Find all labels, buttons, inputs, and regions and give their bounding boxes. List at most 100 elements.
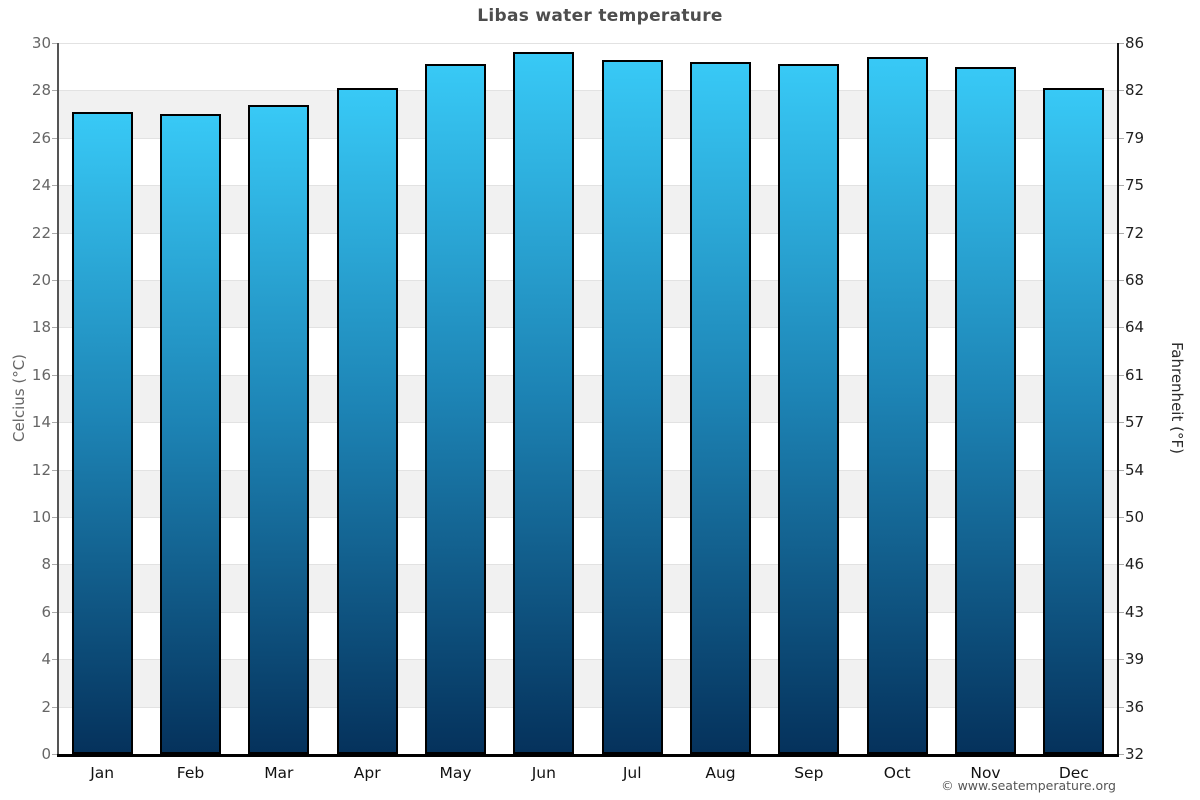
- right-axis-tick: [1119, 43, 1124, 44]
- celsius-tick-label: 10: [31, 508, 51, 526]
- bar-sep: [778, 64, 840, 754]
- plot-band: [58, 185, 1118, 233]
- fahrenheit-tick-label: 72: [1125, 223, 1145, 242]
- bar-nov: [955, 66, 1016, 754]
- left-axis-tick: [52, 185, 57, 186]
- right-axis-tick: [1119, 233, 1124, 234]
- celsius-tick-label: 16: [31, 365, 51, 384]
- gridline: [58, 470, 1118, 471]
- bar-mar: [248, 104, 310, 754]
- x-axis-label-oct: Oct: [883, 764, 911, 782]
- right-axis-tick: [1119, 422, 1124, 423]
- right-axis-tick: [1119, 659, 1124, 660]
- plot-band: [58, 564, 1118, 612]
- right-axis-tick: [1119, 375, 1124, 376]
- gridline: [58, 564, 1118, 565]
- right-axis-tick: [1119, 612, 1124, 613]
- right-axis-tick: [1119, 280, 1124, 281]
- celsius-tick-label: 2: [41, 697, 51, 716]
- x-axis-label-may: May: [439, 764, 472, 782]
- plot-band: [58, 280, 1118, 328]
- gridline: [58, 517, 1118, 518]
- gridline: [58, 138, 1118, 139]
- fahrenheit-tick-label: 43: [1125, 602, 1145, 621]
- left-axis-tick: [52, 138, 57, 139]
- celsius-tick-label: 0: [41, 745, 51, 763]
- left-axis-tick: [52, 43, 57, 44]
- fahrenheit-tick-label: 61: [1125, 365, 1145, 384]
- x-axis-label-mar: Mar: [264, 764, 294, 782]
- fahrenheit-tick-label: 54: [1125, 460, 1145, 479]
- y-axis-line-right: [1117, 43, 1119, 754]
- left-axis-tick: [52, 470, 57, 471]
- fahrenheit-tick-label: 39: [1125, 650, 1145, 669]
- fahrenheit-tick-label: 82: [1125, 81, 1145, 100]
- plot-band: [58, 374, 1118, 423]
- gridline: [58, 43, 1118, 44]
- x-axis-label-sep: Sep: [794, 764, 824, 782]
- gridline: [58, 327, 1118, 328]
- fahrenheit-tick-label: 32: [1125, 745, 1145, 763]
- celsius-tick-label: 30: [31, 34, 51, 52]
- x-axis-label-dec: Dec: [1058, 764, 1089, 782]
- copyright-link[interactable]: © www.seatemperature.org: [941, 778, 1116, 793]
- fahrenheit-tick-label: 57: [1125, 413, 1145, 432]
- x-axis-label-jun: Jun: [531, 764, 556, 782]
- plot-band: [58, 232, 1118, 280]
- left-axis-tick: [52, 517, 57, 518]
- plot-band: [58, 90, 1118, 138]
- fahrenheit-tick-label: 64: [1125, 318, 1145, 337]
- bar-aug: [690, 61, 751, 754]
- right-axis-tick: [1119, 90, 1124, 91]
- gridline: [58, 185, 1118, 186]
- x-axis-line: [57, 754, 1119, 757]
- x-axis-label-nov: Nov: [970, 764, 1001, 782]
- gridline: [58, 659, 1118, 660]
- gridline: [58, 375, 1118, 376]
- left-axis-tick: [52, 754, 57, 755]
- bar-jan: [71, 111, 133, 754]
- x-axis-label-jul: Jul: [622, 764, 642, 782]
- plot-band: [58, 659, 1118, 707]
- celsius-tick-label: 20: [31, 271, 51, 289]
- x-axis-label-aug: Aug: [705, 764, 736, 782]
- plot-area: [58, 43, 1118, 754]
- fahrenheit-tick-label: 86: [1125, 34, 1145, 52]
- bar-apr: [336, 88, 398, 754]
- bar-feb: [160, 114, 221, 754]
- plot-band: [58, 611, 1118, 660]
- left-axis-tick: [52, 612, 57, 613]
- plot-band: [58, 327, 1118, 375]
- y-axis-line-left: [57, 43, 59, 754]
- right-axis-tick: [1119, 185, 1124, 186]
- left-axis-tick: [52, 280, 57, 281]
- right-axis-tick: [1119, 327, 1124, 328]
- fahrenheit-tick-label: 68: [1125, 271, 1145, 289]
- right-axis-title: Fahrenheit (°F): [1168, 342, 1186, 454]
- plot-band: [58, 137, 1118, 186]
- fahrenheit-tick-label: 36: [1125, 697, 1145, 716]
- celsius-tick-label: 12: [31, 460, 51, 479]
- left-axis-tick: [52, 659, 57, 660]
- left-axis-tick: [52, 707, 57, 708]
- bar-dec: [1043, 88, 1105, 754]
- plot-band: [58, 469, 1118, 517]
- fahrenheit-tick-label: 79: [1125, 128, 1145, 147]
- gridline: [58, 280, 1118, 281]
- right-axis-tick: [1119, 470, 1124, 471]
- celsius-tick-label: 26: [31, 128, 51, 147]
- right-axis-tick: [1119, 138, 1124, 139]
- celsius-tick-label: 28: [31, 81, 51, 100]
- celsius-tick-label: 22: [31, 223, 51, 242]
- left-axis-tick: [52, 233, 57, 234]
- right-axis-tick: [1119, 754, 1124, 755]
- plot-band: [58, 422, 1118, 470]
- fahrenheit-tick-label: 46: [1125, 555, 1145, 574]
- x-axis-label-jan: Jan: [90, 764, 115, 782]
- right-axis-tick: [1119, 707, 1124, 708]
- left-axis-tick: [52, 90, 57, 91]
- gridline: [58, 422, 1118, 423]
- celsius-tick-label: 18: [31, 318, 51, 337]
- bar-jun: [513, 52, 575, 754]
